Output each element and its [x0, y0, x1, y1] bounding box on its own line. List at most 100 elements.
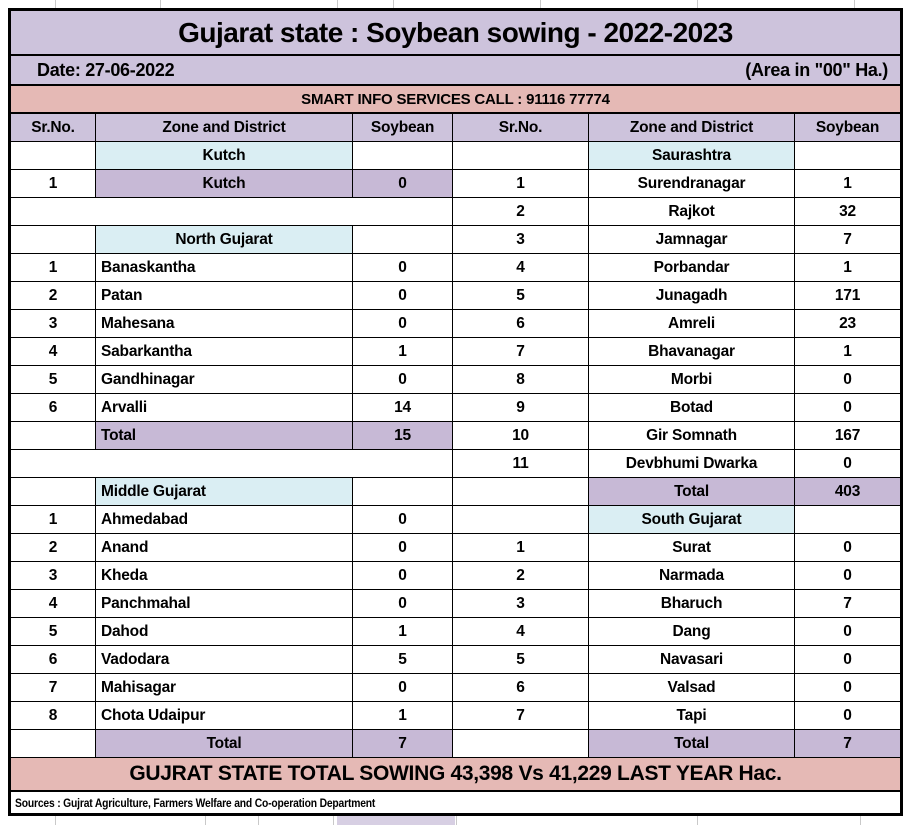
gridline: [333, 816, 334, 825]
column-header-serial: Sr.No.: [453, 114, 589, 142]
sources-text: Sources : Gujrat Agriculture, Farmers We…: [15, 795, 376, 810]
soybean-value-cell: 1: [795, 338, 900, 366]
district-name-cell: Arvalli: [96, 394, 353, 422]
district-name-cell: Botad: [589, 394, 795, 422]
soybean-value-cell: 0: [795, 646, 900, 674]
soybean-value-cell: 0: [353, 310, 453, 338]
info-banner-text: SMART INFO SERVICES CALL : 91116 77774: [301, 90, 610, 108]
serial-cell: 11: [453, 450, 589, 478]
gridline: [540, 0, 541, 8]
district-name-cell: Porbandar: [589, 254, 795, 282]
soybean-value-cell: 32: [795, 198, 900, 226]
serial-cell: 2: [453, 198, 589, 226]
column-header-serial: Sr.No.: [11, 114, 96, 142]
district-name-cell: Banaskantha: [96, 254, 353, 282]
column-header-zone: Zone and District: [96, 114, 353, 142]
serial-cell: [453, 506, 589, 534]
serial-cell: 6: [453, 310, 589, 338]
serial-cell: 2: [11, 282, 96, 310]
serial-cell: 8: [11, 702, 96, 730]
soybean-value-cell: 5: [353, 646, 453, 674]
gridline: [860, 816, 861, 825]
serial-cell: [11, 422, 96, 450]
district-name-cell: Gir Somnath: [589, 422, 795, 450]
soybean-value-cell: 0: [353, 506, 453, 534]
soybean-value-cell: 0: [795, 674, 900, 702]
gridline: [55, 0, 56, 8]
gridline: [337, 0, 338, 8]
serial-cell: [11, 478, 96, 506]
serial-cell: 6: [453, 674, 589, 702]
soybean-value-cell: 1: [353, 702, 453, 730]
column-header-zone: Zone and District: [589, 114, 795, 142]
total-label-cell: Total: [589, 730, 795, 758]
soybean-value-cell: 0: [353, 282, 453, 310]
district-name-cell: Mahisagar: [96, 674, 353, 702]
blank-row-cell: [11, 198, 453, 226]
district-name-cell: Ahmedabad: [96, 506, 353, 534]
serial-cell: 5: [453, 282, 589, 310]
serial-cell: [11, 142, 96, 170]
soybean-value-cell: 0: [353, 366, 453, 394]
district-name-cell: Junagadh: [589, 282, 795, 310]
zone-header-cell: Kutch: [96, 142, 353, 170]
serial-cell: [11, 226, 96, 254]
date-row: Date: 27-06-2022 (Area in "00" Ha.): [11, 56, 900, 86]
spreadsheet-edge-top: [0, 0, 911, 8]
zone-header-cell: North Gujarat: [96, 226, 353, 254]
district-name-cell: Rajkot: [589, 198, 795, 226]
serial-cell: 1: [11, 254, 96, 282]
district-name-cell: Chota Udaipur: [96, 702, 353, 730]
soybean-value-cell: 0: [795, 534, 900, 562]
date-label: Date: 27-06-2022: [37, 59, 175, 80]
state-total-text: GUJRAT STATE TOTAL SOWING 43,398 Vs 41,2…: [129, 762, 782, 785]
soybean-value-cell: [795, 142, 900, 170]
soybean-value-cell: 0: [353, 254, 453, 282]
district-name-cell: Surendranagar: [589, 170, 795, 198]
serial-cell: 5: [11, 366, 96, 394]
soybean-value-cell: [795, 506, 900, 534]
serial-cell: 2: [453, 562, 589, 590]
district-name-cell: Amreli: [589, 310, 795, 338]
serial-cell: 3: [453, 590, 589, 618]
serial-cell: 8: [453, 366, 589, 394]
district-name-cell: Kutch: [96, 170, 353, 198]
sources-note: Sources : Gujrat Agriculture, Farmers We…: [11, 792, 900, 813]
district-name-cell: Gandhinagar: [96, 366, 353, 394]
zone-header-cell: South Gujarat: [589, 506, 795, 534]
district-name-cell: Kheda: [96, 562, 353, 590]
district-name-cell: Navasari: [589, 646, 795, 674]
district-name-cell: Surat: [589, 534, 795, 562]
serial-cell: [453, 142, 589, 170]
district-name-cell: Dang: [589, 618, 795, 646]
soybean-value-cell: 0: [353, 534, 453, 562]
serial-cell: 3: [453, 226, 589, 254]
serial-cell: 3: [11, 562, 96, 590]
data-grid: Sr.No. Zone and District Soybean Sr.No. Zone…: [11, 114, 900, 758]
soybean-value-cell: 0: [353, 562, 453, 590]
district-name-cell: Bharuch: [589, 590, 795, 618]
zone-header-cell: Saurashtra: [589, 142, 795, 170]
serial-cell: 4: [11, 590, 96, 618]
district-name-cell: Patan: [96, 282, 353, 310]
district-name-cell: Narmada: [589, 562, 795, 590]
total-label-cell: Total: [96, 422, 353, 450]
serial-cell: 5: [11, 618, 96, 646]
gridline: [393, 0, 394, 8]
report-table: Gujarat state : Soybean sowing - 2022-20…: [8, 8, 903, 816]
serial-cell: 1: [453, 534, 589, 562]
district-name-cell: Bhavanagar: [589, 338, 795, 366]
soybean-value-cell: 1: [353, 618, 453, 646]
column-header-soybean: Soybean: [795, 114, 900, 142]
soybean-value-cell: [353, 226, 453, 254]
soybean-value-cell: 7: [795, 226, 900, 254]
soybean-value-cell: 0: [353, 674, 453, 702]
serial-cell: 4: [453, 618, 589, 646]
gridline: [697, 816, 698, 825]
district-name-cell: Tapi: [589, 702, 795, 730]
serial-cell: 4: [11, 338, 96, 366]
soybean-value-cell: 0: [795, 702, 900, 730]
district-name-cell: Morbi: [589, 366, 795, 394]
total-label-cell: Total: [96, 730, 353, 758]
serial-cell: [11, 730, 96, 758]
